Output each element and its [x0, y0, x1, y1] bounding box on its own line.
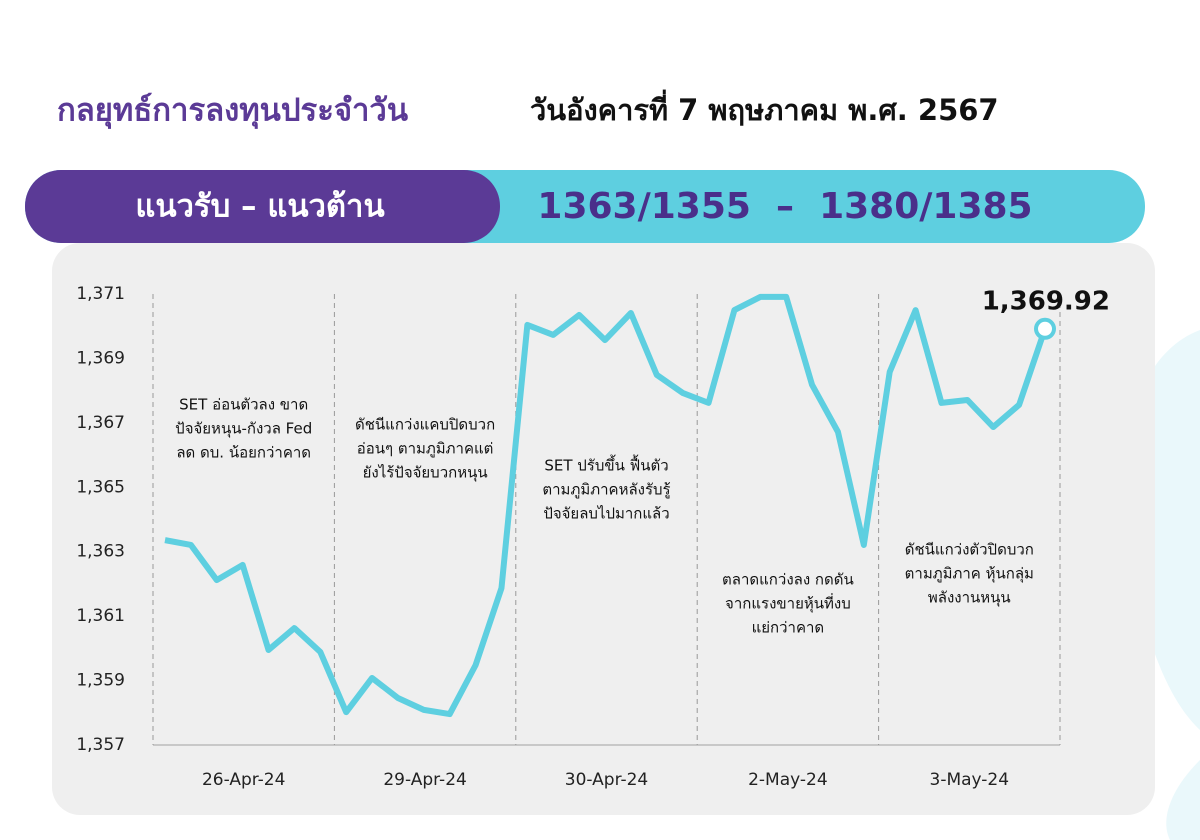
point: [1034, 317, 1056, 340]
title: กลยุทธ์การลงทุนประจำวัน: [57, 93, 408, 130]
annotation: ดัชนีแกว่งแคบปิดบวก: [355, 416, 495, 434]
value-label: 1,369.92: [982, 286, 1110, 316]
y-tick-label: 1,369: [76, 348, 125, 368]
annotation: จากแรงขายหุ้นที่งบ: [725, 593, 851, 614]
levels-label-bg: [25, 170, 500, 243]
annotation: ลด ดบ. น้อยกว่าคาด: [176, 444, 311, 462]
x-tick-label: 2-May-24: [748, 770, 828, 790]
annotation: แย่กว่าคาด: [752, 619, 825, 637]
annotation: ปัจจัยลบไปมากแล้ว: [543, 505, 669, 523]
y-tick-label: 1,365: [76, 477, 125, 497]
decor: [1166, 760, 1200, 840]
y-tick-label: 1,371: [76, 284, 125, 304]
x-tick-label: 30-Apr-24: [565, 770, 648, 790]
annotation: ตามภูมิภาคหลังรับรู้: [542, 481, 670, 499]
annotation: ดัชนีแกว่งตัวปิดบวก: [905, 541, 1034, 559]
date: วันอังคารที่ 7 พฤษภาคม พ.ศ. 2567: [530, 89, 999, 127]
annotation: ยังไร้ปัจจัยบวกหนุน: [363, 464, 488, 483]
y-tick-label: 1,357: [76, 735, 125, 755]
levels-value: 1363/1355 – 1380/1385: [537, 186, 1032, 227]
y-tick-label: 1,367: [76, 413, 125, 433]
annotation: SET อ่อนตัวลง ขาด: [179, 396, 308, 414]
annotation: อ่อนๆ ตามภูมิภาคแต่: [357, 440, 494, 458]
annotation: ตามภูมิภาค หุ้นกลุ่ม: [905, 565, 1034, 584]
x-tick-label: 26-Apr-24: [202, 770, 285, 790]
plot: 1,357 1,359 1,361 1,363 1,365 1,367 1,369 1,371…: [76, 284, 1110, 790]
y-tick-label: 1,361: [76, 606, 125, 626]
x-tick-label: 29-Apr-24: [383, 770, 466, 790]
annotation: ตลาดแกว่งลง กดดัน: [722, 571, 854, 589]
annotation: SET ปรับขึ้น ฟื้นตัว: [544, 455, 668, 475]
line: [164, 293, 1048, 718]
annotation: ปัจจัยหนุน-กังวล Fed: [175, 420, 312, 439]
annotation: พลังงานหนุน: [928, 589, 1011, 608]
y-tick-label: 1,363: [76, 542, 125, 562]
chart-panel: [52, 243, 1155, 815]
x-tick-label: 3-May-24: [930, 770, 1010, 790]
y-tick-label: 1,359: [76, 671, 125, 691]
levels-label: แนวรับ – แนวต้าน: [135, 189, 384, 225]
